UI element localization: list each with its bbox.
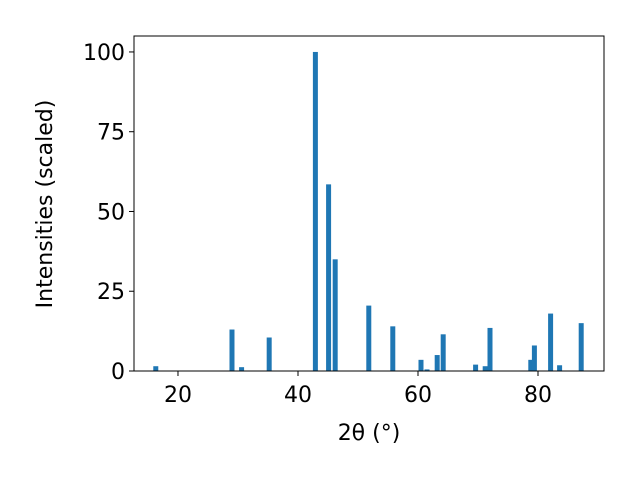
bar — [266, 337, 272, 371]
bar — [578, 323, 584, 371]
bar — [312, 51, 318, 371]
bar — [434, 355, 440, 371]
plot-frame — [133, 35, 605, 372]
bar — [482, 366, 488, 371]
bar — [473, 364, 479, 371]
y-tick-label: 100 — [83, 41, 125, 66]
x-tick-label: 40 — [284, 383, 312, 408]
x-axis-label: 2θ (°) — [338, 421, 401, 446]
bar — [229, 329, 235, 371]
bar — [366, 305, 372, 371]
y-tick-label: 75 — [97, 121, 125, 146]
bar — [424, 369, 430, 371]
y-axis-label: Intensities (scaled) — [33, 100, 58, 309]
bar — [332, 259, 338, 371]
y-tick-label: 50 — [97, 200, 125, 225]
bar — [418, 359, 424, 371]
bar — [440, 334, 446, 371]
bar — [390, 326, 396, 371]
bar — [548, 313, 554, 371]
y-tick-label: 25 — [97, 280, 125, 305]
bar — [326, 184, 332, 371]
bar — [487, 327, 493, 371]
x-tick-label: 60 — [404, 383, 432, 408]
bar — [531, 345, 537, 371]
bar — [557, 365, 563, 371]
bar — [528, 359, 534, 371]
x-tick-label: 20 — [164, 383, 192, 408]
y-tick-label: 0 — [111, 360, 125, 385]
x-tick-label: 80 — [524, 383, 552, 408]
bar — [239, 367, 245, 371]
bar — [153, 366, 159, 371]
